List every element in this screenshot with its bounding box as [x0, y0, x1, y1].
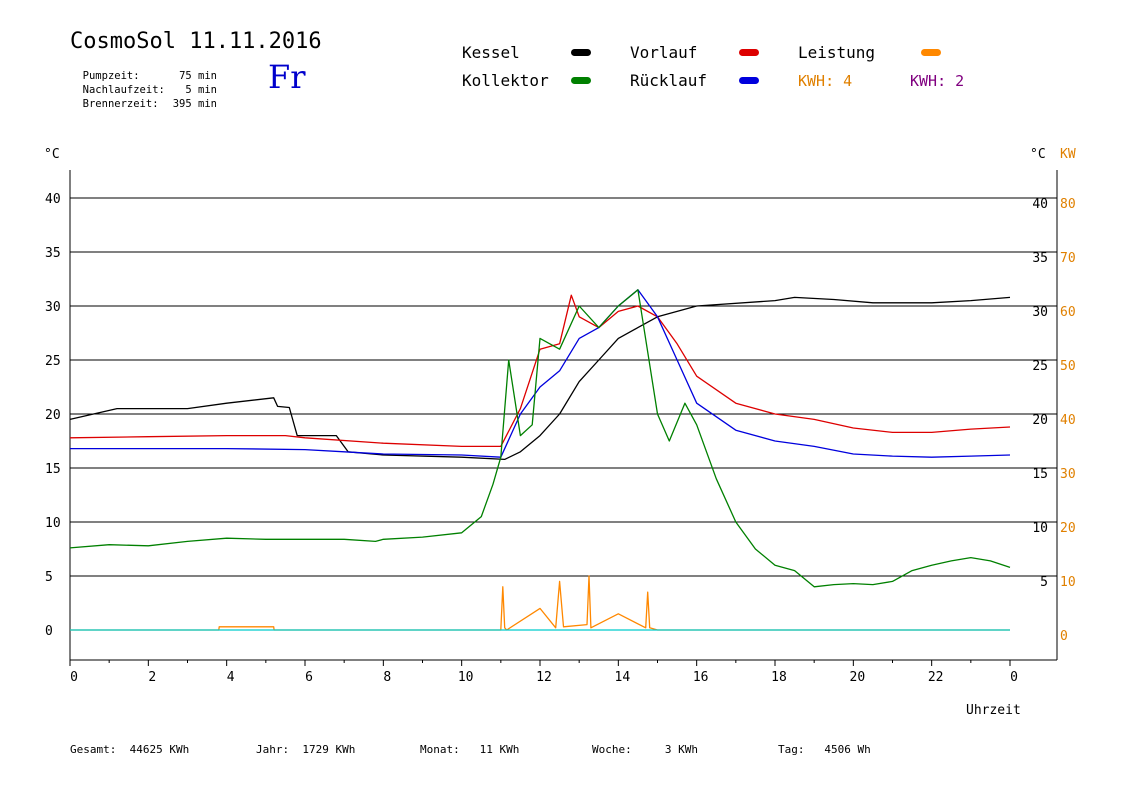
legend-item-leistung: Leistung [798, 43, 876, 62]
y2-tick-label: 70 [1060, 251, 1076, 266]
y-tick-label-left: 25 [45, 354, 61, 369]
stat-label: Woche: [592, 743, 632, 756]
y-tick-label-right: 30 [1032, 305, 1048, 320]
legend-item-vorlauf: Vorlauf [630, 43, 698, 62]
y2-tick-label: 0 [1060, 629, 1068, 644]
y2-axis-label: KW [1060, 147, 1076, 162]
y-tick-label-left: 30 [45, 300, 61, 315]
y-axis-label-left: °C [44, 147, 60, 162]
legend-swatch-leistung [921, 49, 941, 56]
y2-tick-label: 20 [1060, 521, 1076, 536]
legend-item-kessel: Kessel [462, 43, 520, 62]
y-tick-label-right: 25 [1032, 359, 1048, 374]
stat-label: Monat: [420, 743, 460, 756]
x-tick-label: 4 [227, 670, 235, 685]
info-value: 395 min [172, 98, 217, 110]
x-tick-label: 20 [850, 670, 866, 685]
stat-gesamt: Gesamt: 44625 KWh [70, 743, 189, 756]
x-tick-label: 0 [70, 670, 78, 685]
weekday-label: Fr [268, 58, 306, 96]
legend-swatch-kessel [571, 49, 591, 56]
y-tick-label-left: 10 [45, 516, 61, 531]
legend-item-kollektor: Kollektor [462, 71, 549, 90]
info-label: Pumpzeit: [82, 70, 140, 82]
kwh-value-2: KWH: 2 [910, 72, 965, 90]
stat-monat: Monat: 11 KWh [420, 743, 519, 756]
stat-value: 3 KWh [664, 743, 698, 756]
y-tick-label-left: 5 [45, 570, 53, 585]
stat-woche: Woche: 3 KWh [592, 743, 698, 756]
y2-tick-label: 30 [1060, 467, 1076, 482]
legend-item-ruecklauf: Rücklauf [630, 71, 708, 90]
x-tick-label: 22 [928, 670, 944, 685]
y2-tick-label: 60 [1060, 305, 1076, 320]
info-label: Brennerzeit: [82, 98, 159, 110]
y-tick-label-right: 5 [1040, 575, 1048, 590]
x-axis-label: Uhrzeit [966, 703, 1021, 718]
legend-swatch-kollektor [571, 77, 591, 84]
info-value: 75 min [179, 70, 217, 82]
stat-value: 4506 Wh [824, 743, 871, 756]
x-tick-label: 12 [536, 670, 552, 685]
y-tick-label-right: 35 [1032, 251, 1048, 266]
y-tick-label-right: 15 [1032, 467, 1048, 482]
stat-value: 1729 KWh [302, 743, 356, 756]
info-row-pumpzeit: Pumpzeit: 75 min [70, 58, 217, 82]
stat-value: 11 KWh [479, 743, 520, 756]
y-tick-label-left: 35 [45, 246, 61, 261]
series-line-vorlauf [69, 294, 1011, 448]
y-tick-label-right: 20 [1032, 413, 1048, 428]
info-value: 5 min [185, 84, 217, 96]
y2-tick-label: 40 [1060, 413, 1076, 428]
x-tick-label: 14 [615, 670, 631, 685]
series-line-kollektor [69, 289, 1011, 588]
y-tick-label-right: 10 [1032, 521, 1048, 536]
stat-label: Gesamt: [70, 743, 117, 756]
y2-tick-label: 50 [1060, 359, 1076, 374]
x-tick-label: 10 [458, 670, 474, 685]
x-tick-label: 0 [1010, 670, 1018, 685]
stat-label: Tag: [778, 743, 805, 756]
chart-title: CosmoSol 11.11.2016 [70, 29, 322, 54]
legend-swatch-ruecklauf [739, 77, 759, 84]
x-tick-label: 6 [305, 670, 313, 685]
y-axis-label-right: °C [1030, 147, 1046, 162]
x-tick-label: 18 [771, 670, 787, 685]
info-label: Nachlaufzeit: [82, 84, 165, 96]
kwh-value-1: KWH: 4 [798, 72, 853, 90]
y-tick-label-left: 40 [45, 192, 61, 207]
y-tick-label-left: 15 [45, 462, 61, 477]
y2-tick-label: 10 [1060, 575, 1076, 590]
series-line-ruecklauf [70, 289, 1011, 458]
info-row-nachlaufzeit: Nachlaufzeit: 5 min [70, 72, 217, 96]
series-line-leistung [70, 575, 1010, 631]
series-line-kessel [69, 296, 1011, 461]
stat-tag: Tag: 4506 Wh [778, 743, 871, 756]
x-tick-label: 8 [383, 670, 391, 685]
stat-label: Jahr: [256, 743, 290, 756]
y-tick-label-right: 40 [1032, 197, 1048, 212]
y-tick-label-left: 0 [45, 624, 53, 639]
y2-tick-label: 80 [1060, 197, 1076, 212]
stat-value: 44625 KWh [129, 743, 190, 756]
x-tick-label: 2 [148, 670, 156, 685]
stat-jahr: Jahr: 1729 KWh [256, 743, 355, 756]
y-tick-label-left: 20 [45, 408, 61, 423]
legend-swatch-vorlauf [739, 49, 759, 56]
info-row-brennerzeit: Brennerzeit: 395 min [70, 86, 217, 110]
x-tick-label: 16 [693, 670, 709, 685]
